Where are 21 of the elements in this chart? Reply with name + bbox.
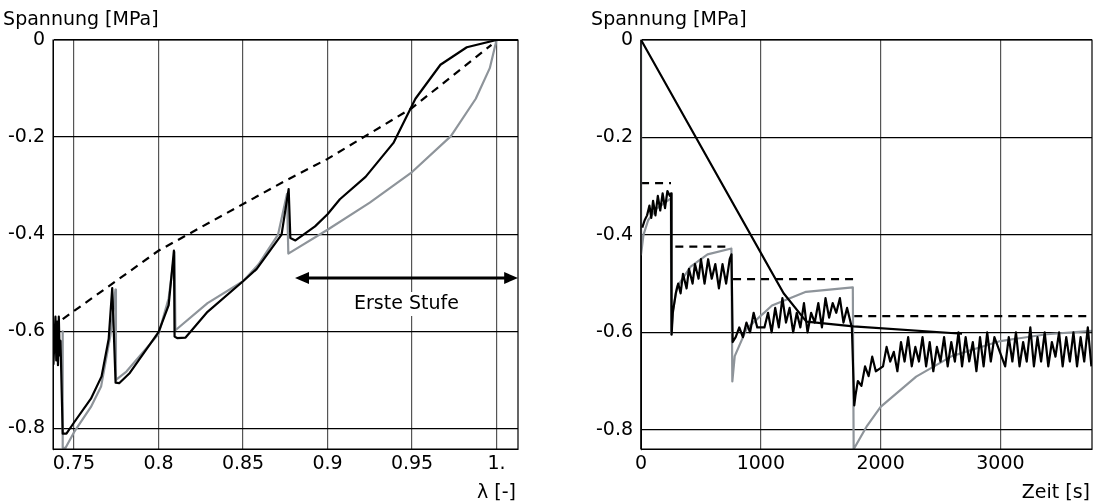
y-tick-label: -0.6 xyxy=(7,318,46,341)
x-tick-label: 0.9 xyxy=(312,450,343,473)
y-tick-label: -0.6 xyxy=(595,319,634,342)
y-tick-label: -0.8 xyxy=(595,416,634,439)
x-axis-title: Zeit [s] xyxy=(1021,480,1090,503)
annotation: Erste Stufe xyxy=(354,290,459,313)
x-tick-label: 0.95 xyxy=(390,450,434,473)
x-tick-label: 1000 xyxy=(736,450,786,473)
x-tick-label: 0.8 xyxy=(143,450,174,473)
x-tick-label: 2000 xyxy=(856,450,905,473)
x-tick-label: 0.85 xyxy=(221,450,265,473)
y-tick-label: -0.2 xyxy=(7,124,46,147)
y-tick-label: -0.4 xyxy=(7,221,46,244)
y-tick-label: -0.4 xyxy=(595,221,634,244)
x-tick-label: 0.75 xyxy=(52,450,96,473)
y-tick-label: -0.8 xyxy=(7,415,46,438)
x-tick-label: 0 xyxy=(635,450,648,473)
x-tick-label: 3000 xyxy=(976,450,1025,473)
x-axis-title: λ [-] xyxy=(477,480,516,503)
y-tick-label: -0.2 xyxy=(595,124,634,147)
x-tick-label: 1. xyxy=(487,450,506,473)
